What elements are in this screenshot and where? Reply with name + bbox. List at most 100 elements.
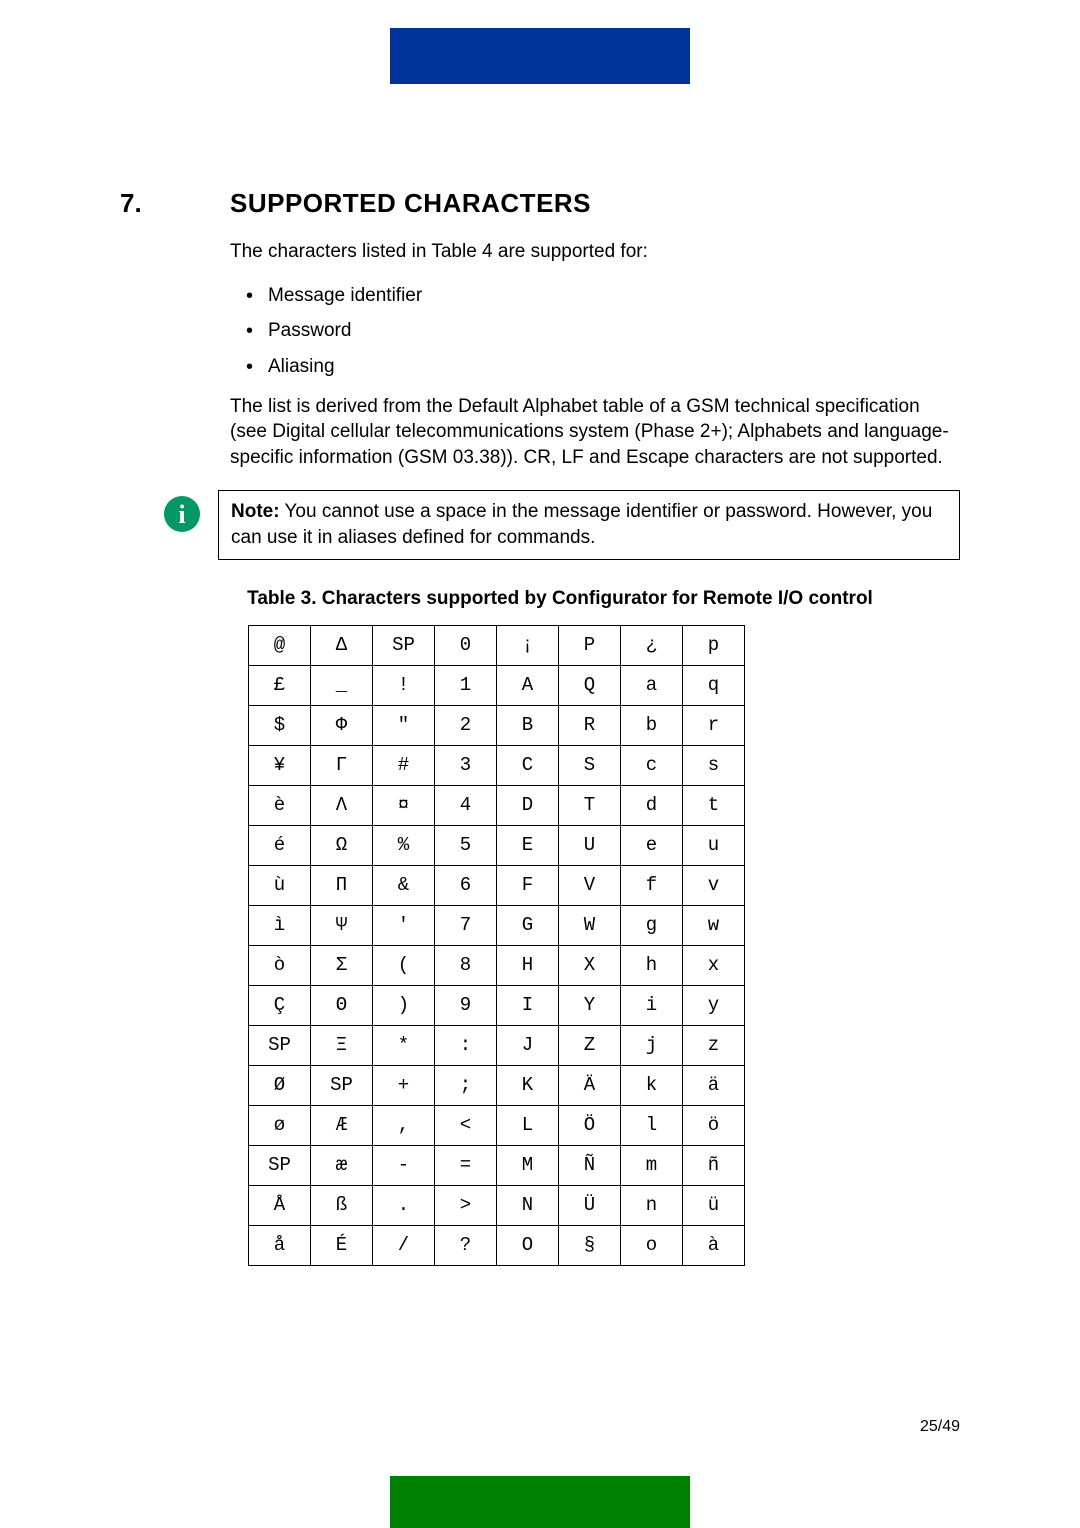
table-cell: ¤ — [373, 786, 435, 826]
section-heading: 7. SUPPORTED CHARACTERS — [120, 188, 960, 219]
table-cell: ì — [249, 906, 311, 946]
table-row: ùΠ&6FVfv — [249, 866, 745, 906]
table-cell: " — [373, 706, 435, 746]
table-cell: 9 — [435, 986, 497, 1026]
table-cell: £ — [249, 666, 311, 706]
table-cell: M — [497, 1146, 559, 1186]
table-cell: e — [621, 826, 683, 866]
table-row: éΩ%5EUeu — [249, 826, 745, 866]
table-cell: S — [559, 746, 621, 786]
table-cell: ä — [683, 1066, 745, 1106]
note-label: Note: — [231, 501, 280, 522]
table-cell: J — [497, 1026, 559, 1066]
table-cell: SP — [249, 1026, 311, 1066]
table-cell: p — [683, 626, 745, 666]
table-cell: ¡ — [497, 626, 559, 666]
table-cell: 2 — [435, 706, 497, 746]
table-caption: Table 3. Characters supported by Configu… — [160, 586, 960, 612]
table-cell: L — [497, 1106, 559, 1146]
table-cell: 7 — [435, 906, 497, 946]
table-cell: W — [559, 906, 621, 946]
info-icon: i — [164, 496, 200, 532]
table-cell: X — [559, 946, 621, 986]
table-cell: Ç — [249, 986, 311, 1026]
table-cell: É — [311, 1226, 373, 1266]
table-cell: : — [435, 1026, 497, 1066]
table-cell: k — [621, 1066, 683, 1106]
table-cell: 6 — [435, 866, 497, 906]
table-cell: Ξ — [311, 1026, 373, 1066]
table-cell: SP — [311, 1066, 373, 1106]
table-cell: u — [683, 826, 745, 866]
table-cell: ö — [683, 1106, 745, 1146]
table-cell: F — [497, 866, 559, 906]
table-cell: - — [373, 1146, 435, 1186]
table-cell: Ñ — [559, 1146, 621, 1186]
table-cell: 0 — [435, 626, 497, 666]
section-title: SUPPORTED CHARACTERS — [230, 188, 591, 219]
table-cell: o — [621, 1226, 683, 1266]
table-cell: l — [621, 1106, 683, 1146]
table-row: èΛ¤4DTdt — [249, 786, 745, 826]
table-cell: t — [683, 786, 745, 826]
table-cell: Ω — [311, 826, 373, 866]
table-cell: y — [683, 986, 745, 1026]
table-cell: + — [373, 1066, 435, 1106]
table-cell: m — [621, 1146, 683, 1186]
table-cell: ¿ — [621, 626, 683, 666]
header-bar — [390, 28, 690, 84]
table-cell: r — [683, 706, 745, 746]
table-cell: B — [497, 706, 559, 746]
list-item: Password — [230, 318, 960, 344]
table-cell: æ — [311, 1146, 373, 1186]
table-cell: # — [373, 746, 435, 786]
table-cell: Ö — [559, 1106, 621, 1146]
table-row: òΣ(8HXhx — [249, 946, 745, 986]
table-cell: H — [497, 946, 559, 986]
table-row: åÉ/?O§oà — [249, 1226, 745, 1266]
table-cell: % — [373, 826, 435, 866]
page: 7. SUPPORTED CHARACTERS The characters l… — [0, 0, 1080, 1528]
table-cell: 3 — [435, 746, 497, 786]
table-cell: & — [373, 866, 435, 906]
section-number: 7. — [120, 188, 230, 219]
note-box: Note: You cannot use a space in the mess… — [218, 490, 960, 559]
table-cell: Ü — [559, 1186, 621, 1226]
table-cell: v — [683, 866, 745, 906]
table-cell: E — [497, 826, 559, 866]
table-cell: Σ — [311, 946, 373, 986]
table-cell: ß — [311, 1186, 373, 1226]
table-cell: a — [621, 666, 683, 706]
table-cell: z — [683, 1026, 745, 1066]
table-cell: ) — [373, 986, 435, 1026]
table-cell: 5 — [435, 826, 497, 866]
table-cell: @ — [249, 626, 311, 666]
table-cell: I — [497, 986, 559, 1026]
table-cell: Λ — [311, 786, 373, 826]
table-cell: R — [559, 706, 621, 746]
table-cell: c — [621, 746, 683, 786]
table-cell: Ψ — [311, 906, 373, 946]
table-cell: SP — [249, 1146, 311, 1186]
table-cell: * — [373, 1026, 435, 1066]
table-cell: b — [621, 706, 683, 746]
table-cell: K — [497, 1066, 559, 1106]
table-cell: ù — [249, 866, 311, 906]
intro-paragraph: The characters listed in Table 4 are sup… — [230, 239, 960, 265]
table-cell: T — [559, 786, 621, 826]
table-cell: j — [621, 1026, 683, 1066]
table-cell: 4 — [435, 786, 497, 826]
table-row: ¥Γ#3CScs — [249, 746, 745, 786]
table-cell: ñ — [683, 1146, 745, 1186]
table-row: ÇΘ)9IYiy — [249, 986, 745, 1026]
table-cell: Δ — [311, 626, 373, 666]
table-row: £_!1AQaq — [249, 666, 745, 706]
table-cell: à — [683, 1226, 745, 1266]
table-cell: s — [683, 746, 745, 786]
table-cell: Θ — [311, 986, 373, 1026]
table-cell: _ — [311, 666, 373, 706]
table-cell: Ä — [559, 1066, 621, 1106]
table-cell: è — [249, 786, 311, 826]
table-cell: D — [497, 786, 559, 826]
table-row: $Φ"2BRbr — [249, 706, 745, 746]
